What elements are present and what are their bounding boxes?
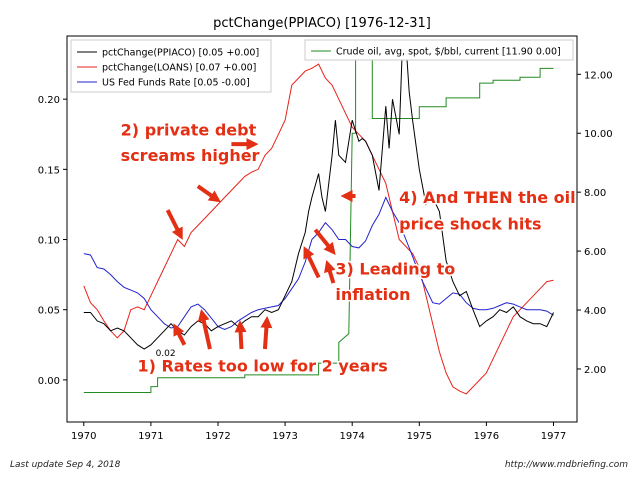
x-tick-label: 1976 bbox=[474, 431, 499, 442]
annotation-text: 4) And THEN the oil bbox=[399, 188, 575, 207]
y-left-tick-label: 0.05 bbox=[38, 306, 60, 317]
y-right-tick-label: 10.00 bbox=[584, 129, 613, 140]
chart-canvas: pctChange(PPIACO) [1976-12-31] 1970 1971 19… bbox=[38, 16, 613, 442]
annotation-text: 2) private debt bbox=[121, 121, 257, 140]
annotation-arrow bbox=[165, 209, 183, 240]
y-right-tick-label: 6.00 bbox=[584, 247, 606, 258]
min-value-label: 0.02 bbox=[156, 349, 176, 359]
y-left-tick-label: 0.20 bbox=[38, 95, 60, 106]
annotation-arrow bbox=[234, 320, 247, 350]
annotation-arrow bbox=[173, 323, 187, 346]
annotation-arrow bbox=[197, 309, 212, 350]
x-tick-label: 1971 bbox=[138, 431, 163, 442]
y-left-tick-label: 0.00 bbox=[38, 376, 60, 387]
y-right-tick-label: 8.00 bbox=[584, 188, 606, 199]
legend-left-entry: US Fed Funds Rate [0.05 -0.00] bbox=[102, 78, 250, 89]
annotation-text: price shock hits bbox=[399, 215, 541, 234]
x-tick-label: 1974 bbox=[339, 431, 364, 442]
x-tick-label: 1975 bbox=[407, 431, 432, 442]
annotation-text: inflation bbox=[335, 285, 410, 304]
x-tick-label: 1972 bbox=[205, 431, 230, 442]
legend-left-entry: pctChange(PPIACO) [0.05 +0.00] bbox=[102, 48, 259, 59]
plot-area bbox=[66, 35, 578, 423]
annotation-arrow bbox=[313, 228, 336, 255]
footer-last-update: Last update Sep 4, 2018 bbox=[10, 460, 121, 470]
annotation-arrow bbox=[260, 315, 273, 350]
legend-left-entry: pctChange(LOANS) [0.07 +0.00] bbox=[102, 63, 256, 74]
annotation-arrow bbox=[303, 246, 321, 279]
annotation-text: screams higher bbox=[121, 146, 260, 165]
y-right-tick-label: 2.00 bbox=[584, 365, 606, 376]
annotation-arrow bbox=[196, 184, 221, 203]
annotation-text: 1) Rates too low for 2 years bbox=[137, 356, 387, 375]
annotation-text: 3) Leading to bbox=[335, 260, 455, 279]
y-left-tick-label: 0.10 bbox=[38, 236, 60, 247]
legend-left-box bbox=[70, 39, 272, 93]
series-line-1 bbox=[83, 63, 554, 395]
legend-right-box bbox=[304, 39, 574, 61]
y-right-tick-label: 4.00 bbox=[584, 306, 606, 317]
y-left-tick-label: 0.15 bbox=[38, 165, 60, 176]
x-tick-label: 1977 bbox=[541, 431, 566, 442]
legend-right-entry: Crude oil, avg, spot, $/bbl, current [11… bbox=[336, 47, 561, 58]
x-tick-label: 1970 bbox=[71, 431, 96, 442]
annotation-arrow bbox=[324, 259, 336, 284]
footer-website: http://www.mdbriefing.com bbox=[504, 460, 628, 470]
series-line-0 bbox=[83, 42, 554, 350]
y-right-tick-label: 12.00 bbox=[584, 70, 613, 81]
x-tick-label: 1973 bbox=[272, 431, 297, 442]
chart-title: pctChange(PPIACO) [1976-12-31] bbox=[213, 16, 431, 31]
